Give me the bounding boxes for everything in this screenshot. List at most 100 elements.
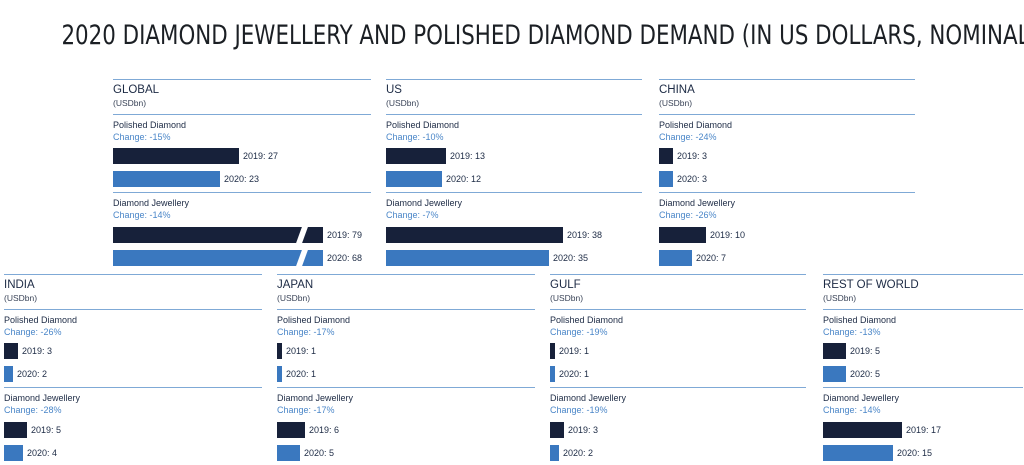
year-prefix: 2020: (286, 369, 312, 379)
year-prefix: 2020: (553, 253, 579, 263)
polished-value-label: 2019: 5 (850, 343, 880, 359)
jewellery-change-label: Change: -14% (823, 405, 881, 415)
value: 3 (593, 425, 599, 435)
value: 17 (931, 425, 942, 435)
region-name: GULF (550, 279, 581, 291)
region-panel: INDIA (USDbn) Polished Diamond Change: -26%… (4, 274, 262, 464)
polished-bar-2020 (823, 366, 846, 382)
year-prefix: 2020: (304, 448, 330, 458)
jewellery-section-title: Diamond Jewellery (823, 393, 900, 403)
region-panel: GLOBAL (USDbn) Polished Diamond Change: -15… (113, 79, 371, 269)
value: 5 (329, 448, 335, 458)
unit-label: (USDbn) (277, 293, 311, 303)
value: 5 (56, 425, 62, 435)
jewellery-change-label: Change: -17% (277, 405, 335, 415)
section-rule (113, 114, 371, 115)
polished-bar-2020 (113, 171, 220, 187)
polished-section-title: Polished Diamond (659, 120, 733, 130)
year-prefix: 2020: (27, 448, 53, 458)
polished-change-label: Change: -26% (4, 327, 62, 337)
jewellery-value-label: 2019: 17 (906, 422, 941, 438)
jewellery-bar-2019 (277, 422, 305, 438)
value: 15 (922, 448, 933, 458)
polished-value-label: 2020: 5 (850, 366, 880, 382)
jewellery-bar-2020 (550, 445, 559, 461)
panel-top-rule (277, 274, 535, 275)
value: 35 (578, 253, 589, 263)
jewellery-value-label: 2019: 38 (567, 227, 602, 243)
jewellery-change-label: Change: -28% (4, 405, 62, 415)
polished-bar-2020 (550, 366, 555, 382)
unit-label: (USDbn) (823, 293, 857, 303)
value: 3 (702, 174, 708, 184)
polished-value-label: 2019: 3 (22, 343, 52, 359)
polished-bar-2019 (823, 343, 846, 359)
year-prefix: 2019: (567, 230, 593, 240)
year-prefix: 2020: (559, 369, 585, 379)
year-prefix: 2019: (677, 151, 703, 161)
unit-label: (USDbn) (113, 98, 147, 108)
value: 10 (735, 230, 746, 240)
polished-bar-2019 (550, 343, 555, 359)
region-name: INDIA (4, 279, 35, 291)
jewellery-bar-2020 (659, 250, 692, 266)
value: 4 (52, 448, 58, 458)
year-prefix: 2019: (710, 230, 736, 240)
jewellery-value-label: 2019: 6 (309, 422, 339, 438)
jewellery-bar-2020 (113, 249, 323, 267)
year-prefix: 2019: (568, 425, 594, 435)
year-prefix: 2019: (850, 346, 876, 356)
value: 38 (592, 230, 603, 240)
year-prefix: 2019: (906, 425, 932, 435)
value: 68 (352, 253, 363, 263)
section-rule (823, 387, 1023, 388)
polished-section-title: Polished Diamond (277, 315, 351, 325)
region-name: REST OF WORLD (823, 279, 919, 291)
value: 5 (875, 346, 881, 356)
jewellery-value-label: 2019: 79 (327, 227, 362, 243)
section-rule (386, 192, 642, 193)
section-rule (386, 114, 642, 115)
value: 1 (584, 369, 590, 379)
section-rule (659, 114, 915, 115)
polished-value-label: 2020: 1 (286, 366, 316, 382)
jewellery-bar-2019 (823, 422, 902, 438)
section-rule (823, 309, 1023, 310)
value: 1 (311, 369, 317, 379)
jewellery-value-label: 2020: 7 (696, 250, 726, 266)
jewellery-bar-2019 (113, 226, 323, 244)
jewellery-value-label: 2019: 3 (568, 422, 598, 438)
section-rule (277, 309, 535, 310)
year-prefix: 2020: (224, 174, 250, 184)
year-prefix: 2019: (327, 230, 353, 240)
value: 3 (47, 346, 53, 356)
polished-change-label: Change: -24% (659, 132, 717, 142)
unit-label: (USDbn) (4, 293, 38, 303)
panel-top-rule (659, 79, 915, 80)
polished-bar-2019 (659, 148, 673, 164)
value: 2 (42, 369, 48, 379)
polished-value-label: 2019: 1 (286, 343, 316, 359)
region-panel: JAPAN (USDbn) Polished Diamond Change: -17%… (277, 274, 535, 464)
jewellery-bar-2019 (659, 227, 706, 243)
jewellery-section-title: Diamond Jewellery (550, 393, 627, 403)
value: 2 (588, 448, 594, 458)
jewellery-bar-2019 (550, 422, 564, 438)
unit-label: (USDbn) (659, 98, 693, 108)
region-name: US (386, 84, 402, 96)
panel-top-rule (823, 274, 1023, 275)
jewellery-bar-2020 (386, 250, 549, 266)
year-prefix: 2020: (696, 253, 722, 263)
polished-bar-2020 (659, 171, 673, 187)
year-prefix: 2020: (563, 448, 589, 458)
polished-change-label: Change: -17% (277, 327, 335, 337)
region-name: JAPAN (277, 279, 314, 291)
polished-value-label: 2020: 1 (559, 366, 589, 382)
year-prefix: 2020: (17, 369, 43, 379)
jewellery-value-label: 2020: 2 (563, 445, 593, 461)
jewellery-change-label: Change: -7% (386, 210, 439, 220)
year-prefix: 2019: (286, 346, 312, 356)
polished-value-label: 2019: 13 (450, 148, 485, 164)
section-rule (4, 309, 262, 310)
jewellery-value-label: 2019: 5 (31, 422, 61, 438)
